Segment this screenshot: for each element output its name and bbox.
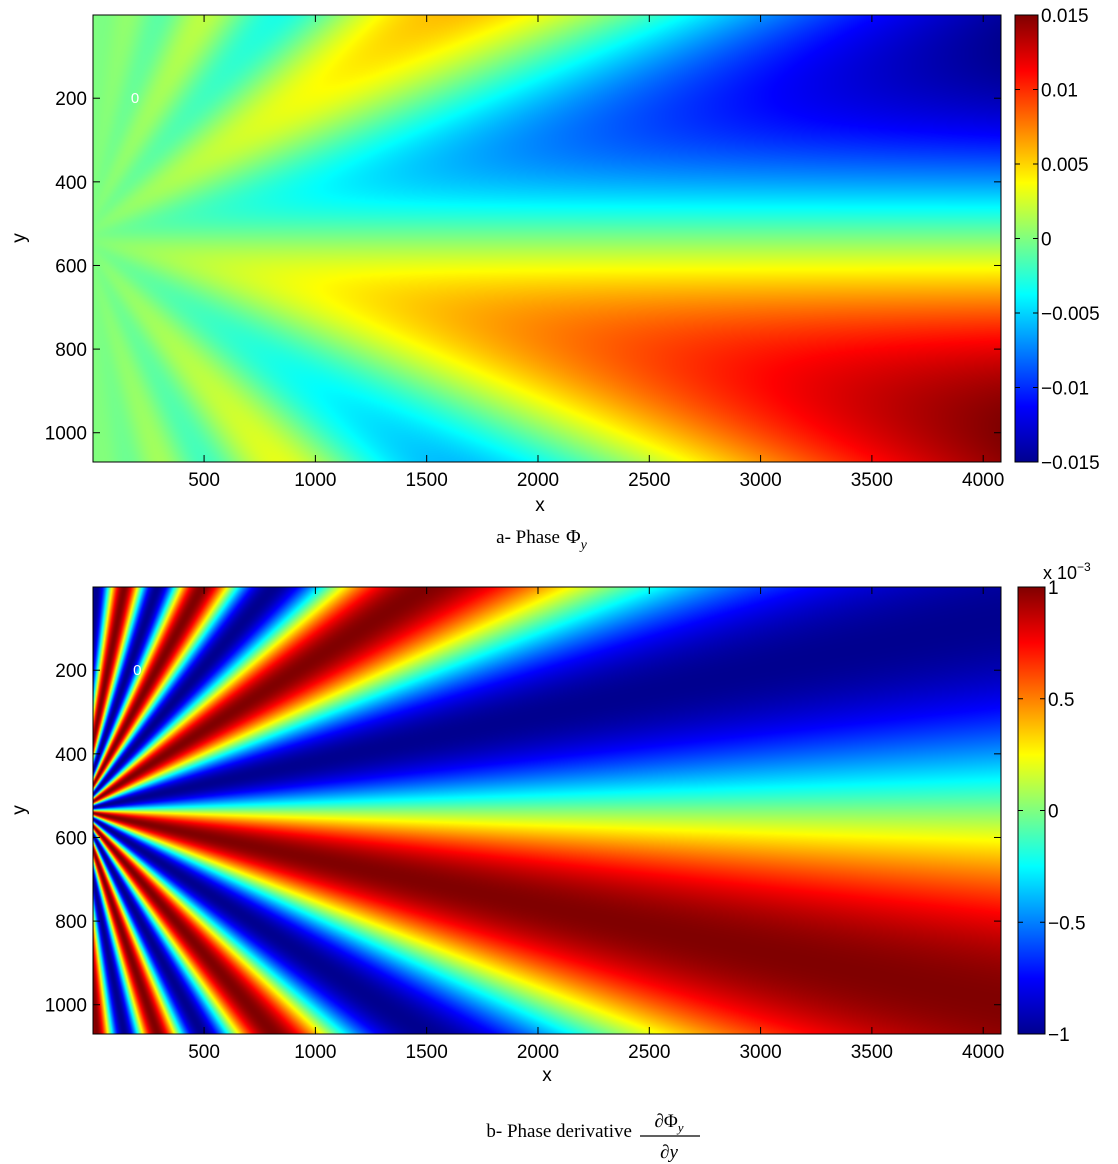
- colorbar-a-ticks: 0.015 0.01 0.005 0 −0.005 −0.01 −0.015: [1015, 6, 1100, 474]
- xtick-label: 3000: [739, 470, 781, 491]
- caption-b: b- Phase derivative: [486, 1121, 632, 1142]
- ytick-label: 400: [55, 745, 87, 766]
- caption-b-fraction: ∂Φy ∂y: [640, 1111, 700, 1163]
- xtick-label: 1500: [406, 1042, 448, 1063]
- xtick-label: 1000: [294, 470, 336, 491]
- xtick-label: 2500: [628, 470, 670, 491]
- heatmap-a-canvas: [93, 15, 1001, 462]
- ytick-label: 800: [55, 912, 87, 933]
- caption-a: a- Phase: [496, 527, 560, 548]
- ylabel-a: y: [9, 233, 30, 243]
- xlabel-b: x: [542, 1065, 552, 1086]
- plot-b-border: [92, 586, 1002, 1035]
- ytick-label: 1000: [45, 996, 87, 1017]
- heatmap-a-frame: [93, 15, 1001, 462]
- colorbar-tick-label: −0.01: [1041, 379, 1089, 400]
- xtick-label: 2000: [517, 470, 559, 491]
- panel-b: 500 1000 1500 2000 2500 3000 3500 4000 200 400 600…: [9, 560, 1091, 1163]
- colorbar-tick-label: 1: [1048, 578, 1059, 599]
- xtick-label: 3000: [739, 1042, 781, 1063]
- colorbar-tick-label: 0.01: [1041, 81, 1078, 102]
- axes-b-ticks: 500 1000 1500 2000 2500 3000 3500 4000 200 400 600…: [45, 587, 1004, 1063]
- heatmap-b-frame: [93, 587, 1001, 1034]
- xtick-label: 2500: [628, 1042, 670, 1063]
- axes-a-ticks: 500 1000 1500 2000 2500 3000 3500 4000 200 400 600…: [45, 15, 1004, 491]
- ytick-label: 600: [55, 256, 87, 277]
- ylabel-b: y: [9, 805, 30, 815]
- heatmap-b-canvas: [93, 587, 1001, 1034]
- colorbar-tick-label: 0: [1048, 802, 1059, 823]
- xtick-label: 1000: [294, 1042, 336, 1063]
- caption-a-math: Φy: [566, 526, 588, 553]
- ytick-label: 200: [55, 89, 87, 110]
- colorbar-tick-label: 0: [1041, 230, 1052, 251]
- panel-a: 500 1000 1500 2000 2500 3000 3500 4000 200 400 600…: [9, 6, 1100, 553]
- xlabel-a: x: [535, 495, 545, 516]
- xtick-label: 4000: [962, 470, 1004, 491]
- colorbar-b-exponent: x 10−3: [1043, 560, 1091, 583]
- colorbar-tick-label: −0.005: [1041, 304, 1100, 325]
- ytick-label: 600: [55, 828, 87, 849]
- colorbar-tick-label: 0.5: [1048, 690, 1074, 711]
- plot-a-border: [92, 14, 1002, 463]
- colorbar-tick-label: 0.015: [1041, 6, 1089, 27]
- caption-b-denominator: ∂y: [660, 1142, 678, 1163]
- xtick-label: 500: [188, 470, 220, 491]
- colorbar-tick-label: −0.5: [1048, 913, 1086, 934]
- colorbar-tick-label: −0.015: [1041, 453, 1100, 474]
- contour-label-a: 0: [131, 90, 139, 107]
- colorbar-b-ticks: 1 0.5 0 −0.5 −1: [1018, 578, 1086, 1046]
- contour-label-b: 0: [133, 662, 141, 679]
- ytick-label: 400: [55, 173, 87, 194]
- xtick-label: 1500: [406, 470, 448, 491]
- xtick-label: 3500: [851, 1042, 893, 1063]
- colorbar-a: [1015, 15, 1038, 462]
- ytick-label: 1000: [45, 424, 87, 445]
- ytick-label: 200: [55, 661, 87, 682]
- colorbar-tick-label: 0.005: [1041, 155, 1089, 176]
- colorbar-tick-label: −1: [1048, 1025, 1070, 1046]
- xtick-label: 4000: [962, 1042, 1004, 1063]
- ytick-label: 800: [55, 340, 87, 361]
- xtick-label: 500: [188, 1042, 220, 1063]
- caption-b-numerator: ∂Φy: [654, 1111, 683, 1135]
- xtick-label: 3500: [851, 470, 893, 491]
- xtick-label: 2000: [517, 1042, 559, 1063]
